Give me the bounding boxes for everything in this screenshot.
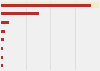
Bar [1, 38, 4, 41]
Bar [1, 12, 39, 15]
Bar [1, 4, 91, 7]
Bar [1, 56, 3, 59]
Bar [1, 47, 3, 50]
Bar [1, 30, 5, 33]
Bar [1, 64, 2, 67]
Bar [1, 21, 9, 24]
Bar [1, 2, 99, 8]
